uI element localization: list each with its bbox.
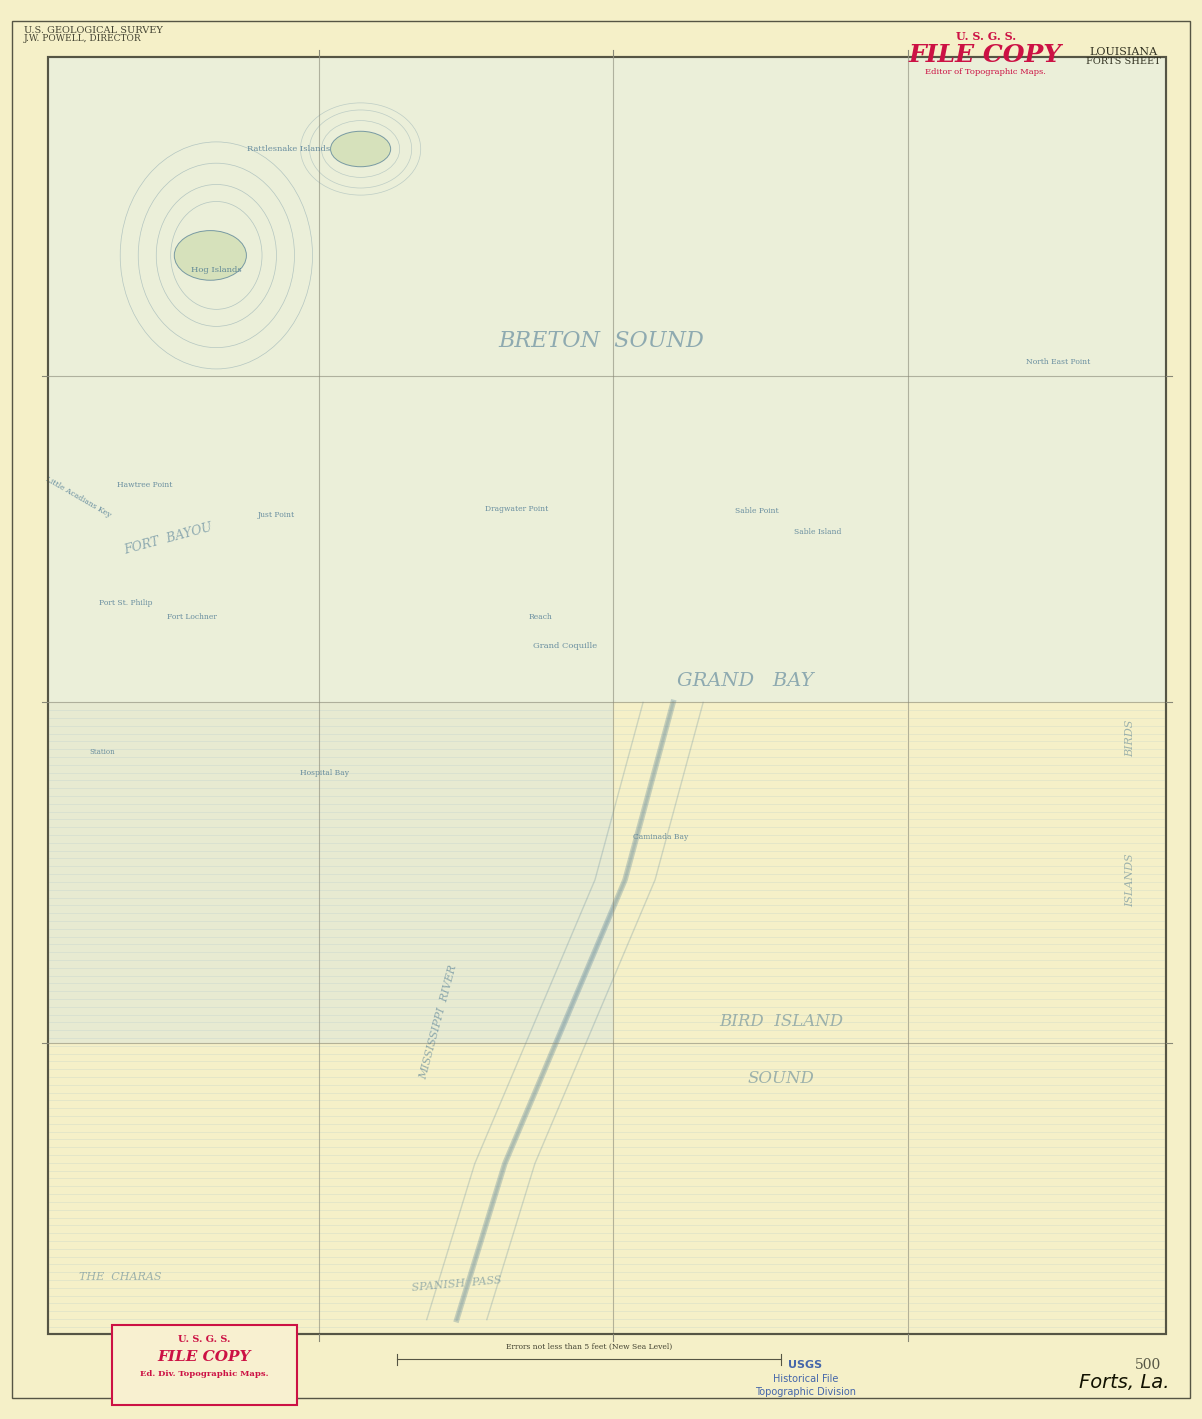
Text: North East Point: North East Point — [1025, 358, 1090, 366]
Text: THE  CHARAS: THE CHARAS — [79, 1271, 161, 1283]
Text: BIRDS: BIRDS — [1125, 719, 1135, 756]
Text: USGS: USGS — [789, 1359, 822, 1371]
Text: Editor of Topographic Maps.: Editor of Topographic Maps. — [926, 68, 1046, 77]
Text: Station: Station — [89, 748, 115, 756]
Text: Rattlesnake Islands: Rattlesnake Islands — [246, 145, 331, 153]
Bar — [48, 57, 1166, 1334]
Bar — [48, 57, 1166, 1334]
Text: Forts, La.: Forts, La. — [1078, 1372, 1170, 1392]
Text: Reach: Reach — [529, 613, 553, 622]
Text: Sable Island: Sable Island — [793, 528, 841, 536]
Text: 500: 500 — [1135, 1358, 1161, 1372]
Text: BRETON  SOUND: BRETON SOUND — [498, 329, 704, 352]
Text: Hawtree Point: Hawtree Point — [117, 481, 172, 490]
Text: GRAND   BAY: GRAND BAY — [677, 673, 814, 690]
Text: Just Point: Just Point — [258, 511, 294, 519]
Ellipse shape — [331, 131, 391, 167]
Text: Errors not less than 5 feet (New Sea Level): Errors not less than 5 feet (New Sea Lev… — [506, 1342, 672, 1351]
Text: Grand Coquille: Grand Coquille — [532, 641, 597, 650]
Text: SOUND: SOUND — [748, 1070, 815, 1087]
Text: FILE COPY: FILE COPY — [157, 1349, 251, 1364]
Text: ISLANDS: ISLANDS — [1125, 853, 1135, 907]
Polygon shape — [48, 57, 1166, 702]
Text: U.S. GEOLOGICAL SURVEY: U.S. GEOLOGICAL SURVEY — [24, 26, 163, 34]
Text: FORT  BAYOU: FORT BAYOU — [123, 521, 214, 558]
Text: U. S. G. S.: U. S. G. S. — [178, 1335, 231, 1344]
Ellipse shape — [174, 230, 246, 281]
Text: U. S. G. S.: U. S. G. S. — [956, 31, 1016, 43]
Text: Fort Lochner: Fort Lochner — [167, 613, 218, 622]
Text: Historical File: Historical File — [773, 1374, 838, 1385]
Text: SPANISH  PASS: SPANISH PASS — [411, 1276, 502, 1293]
Text: Dragwater Point: Dragwater Point — [486, 505, 548, 514]
Text: Ed. Div. Topographic Maps.: Ed. Div. Topographic Maps. — [141, 1369, 268, 1378]
Text: Little Acadians Key: Little Acadians Key — [44, 474, 112, 519]
Text: FILE COPY: FILE COPY — [909, 43, 1063, 67]
Text: FORTS SHEET: FORTS SHEET — [1087, 57, 1161, 65]
Text: J.W. POWELL, DIRECTOR: J.W. POWELL, DIRECTOR — [24, 34, 142, 43]
Text: LOUISIANA: LOUISIANA — [1090, 47, 1158, 57]
Text: Topographic Division: Topographic Division — [755, 1386, 856, 1398]
Text: Sable Point: Sable Point — [736, 507, 779, 515]
Text: MISSISSIPPI  RIVER: MISSISSIPPI RIVER — [418, 964, 459, 1080]
FancyBboxPatch shape — [112, 1325, 297, 1405]
Text: Port St. Philip: Port St. Philip — [100, 599, 153, 607]
Text: BIRD  ISLAND: BIRD ISLAND — [719, 1013, 844, 1030]
Text: Caminada Bay: Caminada Bay — [633, 833, 689, 841]
Text: Hog Islands: Hog Islands — [191, 265, 242, 274]
Text: Hospital Bay: Hospital Bay — [300, 769, 349, 778]
Polygon shape — [48, 702, 613, 1043]
